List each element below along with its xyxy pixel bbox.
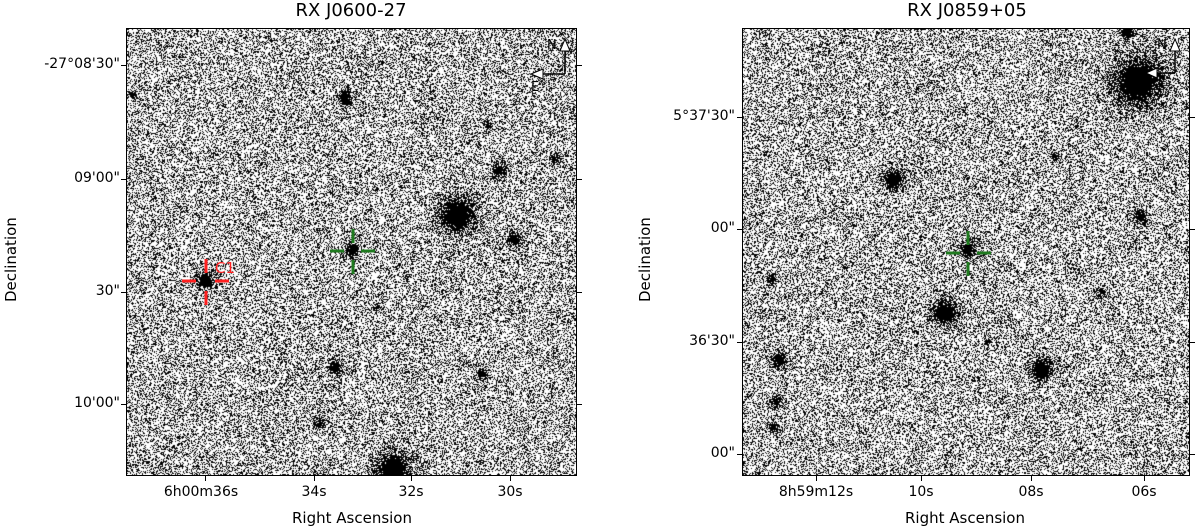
compass-icon: N E (529, 37, 571, 95)
panel-2-ytick-mark (737, 117, 742, 118)
panel-2-title: RX J0859+05 (907, 0, 1027, 21)
panel-1-xtick-4: 30s (497, 484, 523, 500)
panel-2-xlabel: Right Ascension (905, 509, 1025, 527)
panel-2-xtick-mark (921, 476, 922, 481)
target-crosshair (330, 229, 375, 274)
panel-2-noise-image (743, 29, 1189, 475)
panel-2-ytick-3: 36'30" (689, 333, 735, 349)
compass-icon: N (1144, 37, 1181, 79)
panel-1-xtick-3: 32s (398, 484, 424, 500)
panel-1-xtick-mark (314, 476, 315, 481)
panel-1-ytick-mark-right (577, 65, 582, 66)
panel-2-ytick-mark-right (1190, 342, 1195, 343)
compass-east-label: E (531, 80, 539, 95)
panel-1-xtick-2: 34s (301, 484, 327, 500)
panel-1-ytick-mark (121, 404, 126, 405)
panel-2-xtick-4: 06s (1131, 484, 1157, 500)
panel-2-ytick-mark-right (1190, 117, 1195, 118)
panel-1-xtick-mark (510, 476, 511, 481)
panel-2-ytick-mark-right (1190, 229, 1195, 230)
panel-2-xtick-3: 08s (1018, 484, 1044, 500)
panel-1-ytick-mark-right (577, 179, 582, 180)
panel-1-ytick-1: -27°08'30" (44, 56, 120, 72)
panel-1-ytick-mark (121, 65, 126, 66)
panel-2-ytick-mark (737, 342, 742, 343)
marker-c1-crosshair: C1 (182, 259, 235, 305)
panel-2-ytick-2: 00" (710, 220, 735, 236)
panel-2-xtick-2: 10s (908, 484, 934, 500)
panel-2-ytick-1: 5°37'30" (673, 108, 735, 124)
compass-north-label: N (547, 38, 557, 53)
panel-1-overlay: N E C1 (182, 37, 571, 305)
panel-1-image: N E C1 (126, 28, 577, 476)
panel-2-ytick-mark (737, 229, 742, 230)
target-crosshair (946, 231, 991, 276)
compass-north-label: N (1157, 38, 1167, 53)
panel-2-ytick-4: 00" (710, 445, 735, 461)
panel-2-ytick-mark (737, 454, 742, 455)
panel-2-overlay: N (946, 37, 1181, 276)
marker-c1-label: C1 (215, 259, 235, 277)
panel-2-xtick-mark (1144, 476, 1145, 481)
panel-1-ytick-4: 10'00" (74, 395, 120, 411)
panel-1-ytick-mark (121, 292, 126, 293)
panel-2-xtick-mark (816, 476, 817, 481)
panel-1-ytick-mark (121, 179, 126, 180)
panel-1-xlabel: Right Ascension (292, 509, 412, 527)
panel-1-noise-image (127, 29, 576, 475)
panel-2-ytick-mark-right (1190, 454, 1195, 455)
panel-1-ytick-mark-right (577, 404, 582, 405)
panel-1-ytick-mark-right (577, 292, 582, 293)
panel-1-ytick-2: 09'00" (74, 170, 120, 186)
panel-1-xtick-mark (411, 476, 412, 481)
panel-2-xtick-mark (1031, 476, 1032, 481)
panel-1-xtick-1: 6h00m36s (163, 484, 239, 500)
panel-2-xtick-1: 8h59m12s (778, 484, 854, 500)
panel-1-ylabel: Declination (2, 217, 20, 302)
panel-2-ylabel: Declination (636, 217, 654, 302)
panel-1-xtick-mark (205, 476, 206, 481)
panel-2-image: N (742, 28, 1190, 476)
panel-1-ytick-3: 30" (95, 283, 120, 299)
panel-1-title: RX J0600-27 (295, 0, 407, 21)
